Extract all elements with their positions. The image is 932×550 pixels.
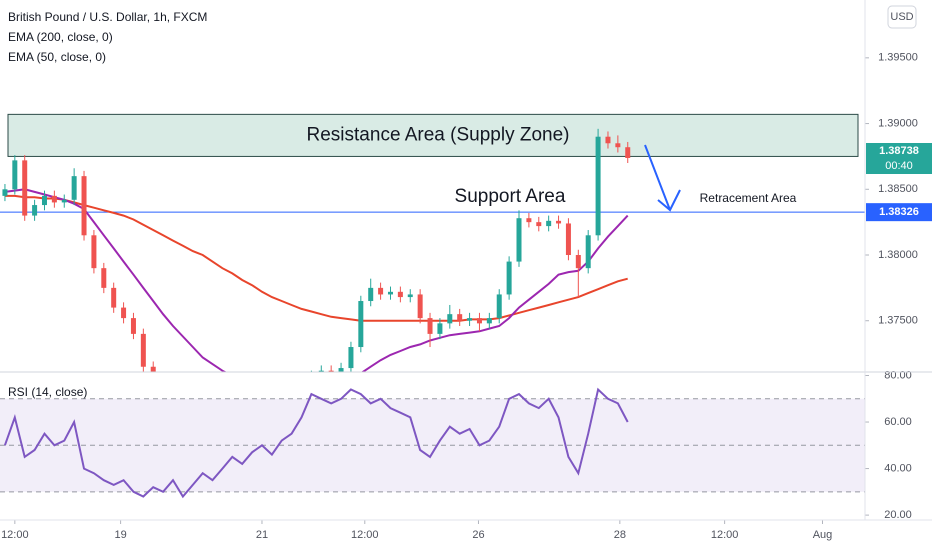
y-tick-label: 40.00 (884, 462, 912, 474)
candle-body (486, 318, 492, 324)
candle-body (378, 287, 384, 295)
retracement-arrow (644, 144, 681, 212)
candle-body (506, 261, 512, 295)
overlay: Resistance Area (Supply Zone) 1.38326 1.38… (1, 52, 932, 541)
candle-body (526, 218, 532, 223)
candle-body (476, 318, 482, 324)
candle-body (437, 323, 443, 334)
candle-body (625, 147, 631, 159)
x-tick-label: 12:00 (351, 529, 379, 541)
candle-body (546, 220, 552, 227)
x-tick-label: 12:00 (1, 529, 29, 541)
legend-ema50: EMA (50, close, 0) (8, 50, 106, 64)
candle-body (417, 294, 423, 319)
x-tick-label: 12:00 (711, 529, 739, 541)
support-price: 1.38326 (879, 206, 919, 218)
support-label: Support Area (455, 186, 566, 207)
currency: USD (890, 11, 913, 23)
candle-body (565, 223, 571, 256)
candle-body (595, 136, 601, 236)
line-series (4, 194, 628, 322)
y-tick-label: 1.38500 (878, 183, 918, 195)
y-tick-label: 1.38000 (878, 249, 918, 261)
candle-body (41, 195, 47, 206)
candle-body (140, 333, 146, 367)
candle-body (121, 307, 127, 319)
x-tick-label: 26 (472, 529, 484, 541)
candle-body (111, 287, 117, 308)
resistance-zone (7, 113, 859, 157)
candle-body (387, 291, 393, 295)
x-tick-label: 19 (114, 529, 126, 541)
legend-rsi: RSI (14, close) (8, 385, 87, 399)
candle-body (516, 218, 522, 262)
candle-body (556, 220, 562, 224)
y-tick-label: 1.39000 (878, 117, 918, 129)
candle-body (358, 301, 364, 348)
candle-body (407, 294, 413, 298)
last-price-box (866, 143, 932, 175)
countdown: 00:40 (885, 160, 913, 172)
x-tick-label: Aug (813, 529, 833, 541)
candle-body (605, 136, 611, 144)
candle-body (12, 160, 18, 190)
candle-body (81, 176, 87, 236)
y-tick-label: 60.00 (884, 416, 912, 428)
currency-button[interactable] (887, 5, 917, 29)
candle-body (32, 205, 38, 216)
candle-body (575, 255, 581, 269)
candle-body (427, 318, 433, 334)
x-tick-label: 28 (614, 529, 626, 541)
candle-body (328, 370, 334, 372)
rsi-pane (0, 387, 865, 499)
candle-body (536, 222, 542, 227)
retracement-label: Retracement Area (700, 191, 797, 205)
zone-label: Resistance Area (Supply Zone) (307, 124, 570, 145)
y-tick-label: 80.00 (884, 369, 912, 381)
support-price-box (866, 203, 932, 222)
x-tick-label: 21 (256, 529, 268, 541)
candle-body (338, 368, 344, 372)
candle-body (615, 143, 621, 148)
legend-ema200: EMA (200, close, 0) (8, 30, 113, 44)
candle-body (368, 287, 374, 302)
candle-body (130, 318, 136, 334)
y-tick-label: 20.00 (884, 509, 912, 521)
candle-body (496, 294, 502, 319)
candle-body (467, 318, 473, 321)
line-series (3, 387, 629, 499)
candle-body (51, 195, 57, 203)
candle-body (457, 314, 463, 321)
line-series (4, 188, 629, 372)
y-tick-label: 1.39500 (878, 52, 918, 64)
candle-body (61, 199, 67, 203)
price-pane (0, 113, 865, 372)
candle-body (150, 366, 156, 372)
candle-body (318, 370, 324, 372)
candle-body (22, 160, 28, 216)
candle-body (2, 189, 8, 196)
candle-body (348, 347, 354, 369)
last-price: 1.38738 (879, 145, 919, 157)
candle-body (71, 176, 77, 200)
candle-body (91, 235, 97, 269)
y-tick-label: 1.37500 (878, 315, 918, 327)
candle-body (397, 291, 403, 298)
candle-body (585, 235, 591, 269)
candle-body (101, 268, 107, 288)
candle-body (447, 314, 453, 324)
chart-title: British Pound / U.S. Dollar, 1h, FXCM (8, 10, 207, 24)
